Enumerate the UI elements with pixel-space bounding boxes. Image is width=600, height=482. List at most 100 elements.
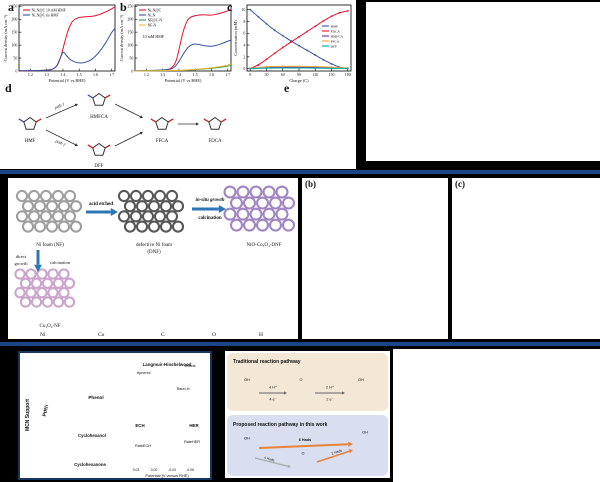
figure-bottom-middle: Traditional reaction pathway Proposed re…: [225, 351, 390, 478]
arrow-head: [342, 391, 345, 395]
chart-sfg-middle-c: [452, 178, 600, 339]
foam-ring: [63, 277, 76, 290]
foam-ring: [117, 189, 131, 203]
rate-lh-label: RateLH: [177, 387, 190, 391]
figure-middle-b: [302, 178, 448, 339]
panel-letter-e: e: [284, 81, 290, 95]
foam-ring: [45, 200, 59, 213]
legend-c-label: C: [161, 332, 165, 338]
x-tick-label: 1.6: [209, 72, 214, 77]
panel-letter-d: d: [5, 81, 12, 95]
foam-ring: [129, 210, 143, 223]
arrow-head: [139, 115, 143, 119]
foam-ring: [45, 220, 59, 233]
panel-letter-b: b: [120, 0, 127, 14]
series-line: [134, 39, 232, 72]
proposed-title: Proposed reaction pathway in this work: [233, 422, 328, 428]
arrow-shaft: [114, 132, 141, 147]
x-axis-label: Potential (V vs.RHE): [49, 78, 86, 83]
x-tick-label: 1.6: [93, 72, 98, 77]
arrow-head: [287, 464, 291, 468]
marker: [330, 66, 333, 68]
foam-ring: [147, 220, 161, 233]
arrow-shaft: [45, 129, 76, 146]
foam-ring: [255, 196, 270, 210]
ech-label: ECH: [135, 423, 144, 428]
lh-xlabel: Potential (V versus RHE): [145, 473, 189, 478]
foam-ring: [281, 196, 296, 210]
chart-panel-a: 1.2 1.3 1.4 1.5 1.6 1.7 0 50 100 150 200 250 Potenti…: [3, 4, 116, 83]
foam-ring: [52, 277, 65, 290]
rate-her-label: RateHER: [184, 440, 200, 444]
legend-entry: FDCA: [331, 29, 341, 33]
label-2hads: 2 Hads: [331, 448, 343, 455]
chart-sfg-bottom-right: [393, 349, 600, 482]
right-substituent: [104, 144, 111, 149]
legend-entry: NF@C-N: [148, 18, 163, 22]
y-tick-label: 50: [129, 55, 133, 60]
marker: [330, 15, 333, 17]
x-tick-label: 1.3: [160, 72, 165, 77]
dnf-label-2: (DNF): [147, 250, 161, 255]
divider-bottom: [0, 342, 600, 346]
arrow-head: [74, 103, 78, 107]
marker: [290, 41, 292, 43]
marker: [314, 25, 317, 28]
legend-entry: DFF: [331, 44, 337, 48]
foam-ring: [69, 220, 83, 233]
label-4hads: 4 Hads: [264, 456, 276, 463]
foam-ring: [27, 189, 41, 203]
marker: [306, 30, 308, 33]
foam-ring: [165, 210, 179, 223]
foam-ring: [268, 218, 283, 232]
marker: [265, 65, 268, 68]
y-tick-label: 4: [243, 42, 245, 47]
label-2e: 2 e⁻: [326, 398, 333, 402]
marker: [322, 20, 325, 22]
foam-ring: [236, 207, 250, 221]
x-tick-label: 120: [312, 72, 318, 77]
x-tick-label: 1.5: [193, 72, 198, 77]
x-tick-label: 60: [281, 72, 285, 77]
nf-label: Ni foam (NF): [36, 243, 64, 248]
arrow-head: [74, 143, 78, 147]
x-tick-label: 0: [249, 72, 251, 77]
catalyst-scene: MCN Support PtRh Phenol Cyclohexanol Cyc…: [25, 395, 106, 467]
foam-ring: [242, 196, 257, 210]
x-tick-label: 1.7: [109, 72, 114, 77]
foam-ring: [33, 220, 47, 233]
marker: [346, 67, 349, 70]
marker: [314, 54, 317, 56]
foam-ring: [153, 189, 167, 203]
right-substituent: [35, 118, 42, 123]
x-tick-label: 1.3: [44, 72, 49, 77]
foam-ring: [255, 218, 270, 232]
y-tick-label: 8: [243, 19, 245, 24]
foam-ring: [123, 200, 137, 213]
marker: [330, 63, 333, 65]
arrow-head: [110, 208, 118, 216]
arrow-head: [218, 205, 226, 213]
calcination-label-2: calcination: [50, 260, 71, 265]
x-tick-label: 1.5: [77, 72, 82, 77]
foam-ring: [165, 189, 179, 203]
arrow-shaft: [45, 104, 76, 119]
right-substituent: [167, 118, 174, 123]
legend-entry: HMF: [331, 24, 339, 28]
foam-ring: [262, 207, 276, 221]
foam-ring: [249, 207, 263, 221]
panel-letter-a: a: [8, 0, 14, 14]
x-tick-label: 180: [345, 72, 351, 77]
o-ketone1: O: [300, 378, 303, 382]
foam-ring: [275, 185, 289, 199]
marker: [265, 58, 268, 61]
theta-hads-label: θHads: [185, 364, 196, 368]
foam-ring: [51, 210, 65, 223]
foam-ring: [15, 210, 29, 223]
furan-ring: [92, 142, 106, 156]
theta-phenol-label: θphenol: [137, 371, 151, 375]
marker: [281, 34, 284, 37]
series-line: [250, 67, 348, 70]
foam-ring: [171, 220, 185, 233]
arrow-head: [196, 122, 199, 126]
